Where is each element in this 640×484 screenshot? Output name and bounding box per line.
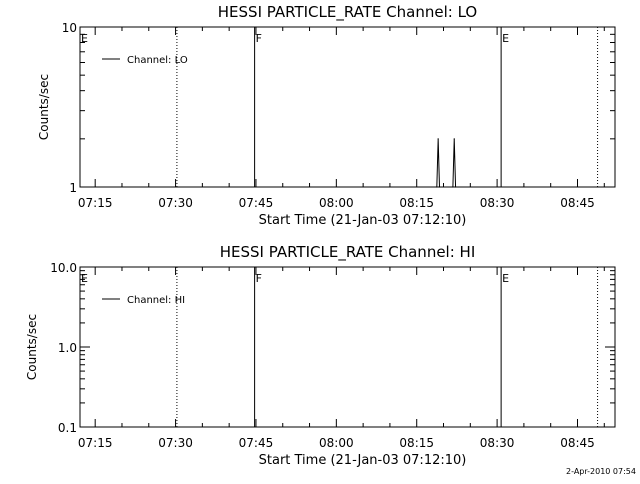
event-marker-label: E	[81, 272, 88, 285]
data-point	[453, 138, 455, 140]
x-tick-label: 08:15	[399, 436, 434, 450]
y-tick-label: 1.0	[58, 341, 77, 355]
event-marker-label: F	[256, 32, 262, 45]
x-tick-label: 08:00	[319, 436, 354, 450]
y-tick-label: 0.1	[58, 421, 77, 435]
event-marker-label: E	[81, 32, 88, 45]
event-marker-label: E	[502, 272, 509, 285]
x-tick-label: 07:45	[239, 436, 274, 450]
plot-frame	[79, 26, 616, 188]
x-tick-label: 08:45	[560, 436, 595, 450]
data-point	[438, 186, 441, 188]
y-axis-label: Counts/sec	[37, 74, 51, 140]
x-tick-label: 08:30	[480, 196, 515, 210]
footer-timestamp: 2-Apr-2010 07:54	[566, 467, 636, 476]
x-tick-label: 07:45	[239, 196, 274, 210]
x-tick-label: 07:30	[158, 196, 193, 210]
x-tick-label: 08:15	[399, 196, 434, 210]
y-tick-label: 1	[69, 181, 77, 195]
event-marker-label: F	[256, 272, 262, 285]
event-marker-label: E	[502, 32, 509, 45]
x-axis-label: Start Time (21-Jan-03 07:12:10)	[259, 453, 467, 468]
x-tick-label: 08:30	[480, 436, 515, 450]
legend-label: Channel: HI	[127, 295, 185, 306]
chart-title: HESSI PARTICLE_RATE Channel: LO	[218, 3, 477, 22]
y-axis-label: Counts/sec	[25, 314, 39, 380]
x-tick-label: 08:45	[560, 196, 595, 210]
chart-panel-1: HESSI PARTICLE_RATE Channel: LO 07:15 07:3…	[37, 3, 616, 228]
chart-title: HESSI PARTICLE_RATE Channel: HI	[220, 243, 476, 262]
y-tick-label: 10.0	[50, 261, 77, 275]
x-axis-label: Start Time (21-Jan-03 07:12:10)	[259, 213, 467, 228]
chart-panel-2: HESSI PARTICLE_RATE Channel: HI 07:15 07:3…	[25, 243, 616, 468]
data-point	[437, 138, 439, 140]
y-tick-label: 10	[62, 21, 77, 35]
legend-label: Channel: LO	[127, 55, 188, 66]
x-tick-label: 07:15	[78, 436, 113, 450]
data-point	[452, 186, 454, 188]
plot-frame	[79, 266, 616, 428]
x-tick-label: 07:15	[78, 196, 113, 210]
x-tick-label: 08:00	[319, 196, 354, 210]
x-tick-label: 07:30	[158, 436, 193, 450]
series-line	[436, 138, 457, 188]
data-point	[454, 186, 457, 188]
data-point	[436, 186, 438, 188]
